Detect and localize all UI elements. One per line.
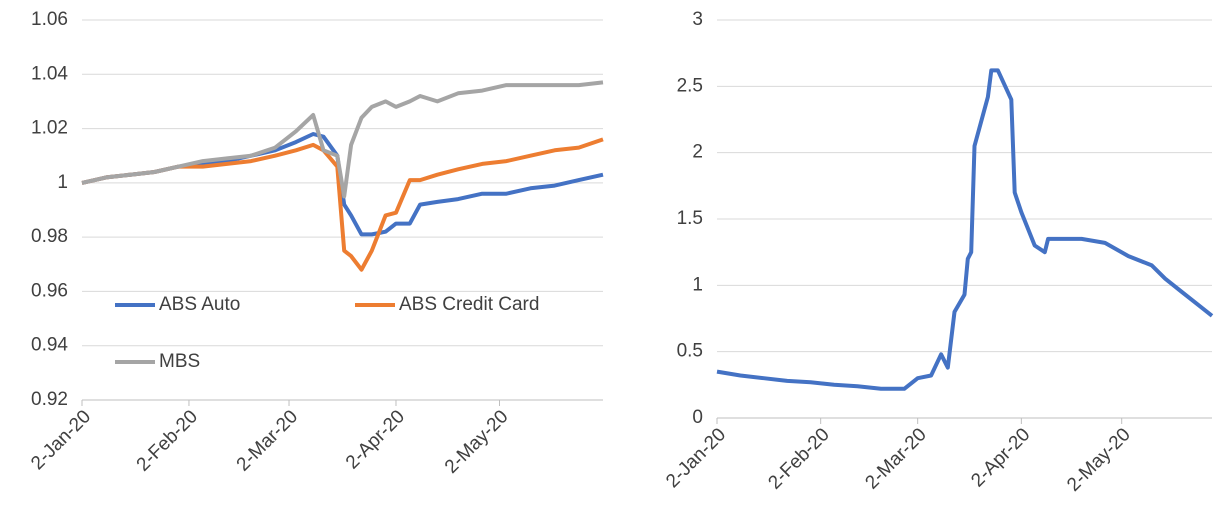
series-line (81, 80, 604, 199)
x-tick-label: 2-Apr-20 (967, 424, 1034, 491)
y-tick-label: 0.94 (31, 335, 68, 356)
legend-label: ABS Credit Card (399, 294, 539, 315)
x-tick-label: 2-Jan-20 (27, 406, 95, 474)
y-tick-label: 0 (692, 407, 703, 428)
x-tick-label: 2-Mar-20 (233, 406, 302, 475)
x-tick-label: 2-Apr-20 (342, 406, 409, 473)
x-tick-label: 2-May-20 (441, 406, 513, 478)
series-line (716, 68, 1214, 391)
y-tick-label: 1.04 (31, 63, 68, 84)
y-tick-label: 1.5 (677, 208, 703, 229)
y-tick-label: 2.5 (677, 75, 703, 96)
series-line (81, 137, 604, 272)
y-tick-label: 0.96 (31, 280, 68, 301)
y-tick-label: 3 (692, 9, 703, 30)
x-tick-label: 2-Feb-20 (764, 424, 833, 493)
legend-label: ABS Auto (159, 294, 240, 315)
y-tick-label: 1.06 (31, 9, 68, 30)
legend-label: MBS (159, 351, 200, 372)
y-tick-label: 1 (692, 274, 703, 295)
y-tick-label: 0.92 (31, 389, 68, 410)
x-tick-label: 2-Jan-20 (662, 424, 730, 492)
x-tick-label: 2-Mar-20 (861, 424, 930, 493)
y-tick-label: 0.98 (31, 226, 68, 247)
y-tick-label: 1.02 (31, 118, 68, 139)
y-tick-label: 0.5 (677, 341, 703, 362)
x-tick-label: 2-Feb-20 (133, 406, 202, 475)
x-tick-label: 2-May-20 (1063, 424, 1135, 496)
y-tick-label: 2 (692, 142, 703, 163)
y-tick-label: 1 (57, 172, 68, 193)
